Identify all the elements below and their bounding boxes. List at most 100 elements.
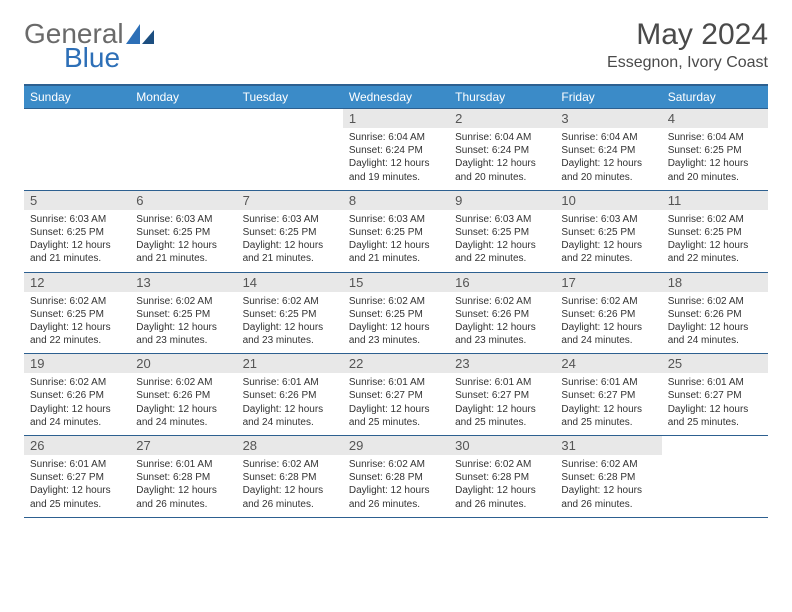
- daylight-line: Daylight: 12 hours and 25 minutes.: [349, 404, 430, 428]
- daylight-line: Daylight: 12 hours and 21 minutes.: [30, 240, 111, 264]
- sunrise-line: Sunrise: 6:03 AM: [243, 214, 319, 225]
- calendar-cell: 26Sunrise: 6:01 AMSunset: 6:27 PMDayligh…: [24, 436, 130, 518]
- sunrise-line: Sunrise: 6:02 AM: [561, 459, 637, 470]
- daylight-line: Daylight: 12 hours and 19 minutes.: [349, 158, 430, 182]
- sunset-line: Sunset: 6:24 PM: [561, 145, 635, 156]
- day-content: Sunrise: 6:02 AMSunset: 6:26 PMDaylight:…: [662, 292, 768, 354]
- sunrise-line: Sunrise: 6:02 AM: [668, 296, 744, 307]
- weekday-header: Wednesday: [343, 85, 449, 109]
- title-block: May 2024 Essegnon, Ivory Coast: [607, 18, 768, 72]
- day-content: Sunrise: 6:01 AMSunset: 6:26 PMDaylight:…: [237, 373, 343, 435]
- day-number: 18: [662, 273, 768, 292]
- calendar-cell: 14Sunrise: 6:02 AMSunset: 6:25 PMDayligh…: [237, 272, 343, 354]
- sunset-line: Sunset: 6:25 PM: [349, 227, 423, 238]
- day-content: Sunrise: 6:04 AMSunset: 6:24 PMDaylight:…: [555, 128, 661, 190]
- calendar-cell: 21Sunrise: 6:01 AMSunset: 6:26 PMDayligh…: [237, 354, 343, 436]
- sunset-line: Sunset: 6:25 PM: [136, 227, 210, 238]
- day-content: Sunrise: 6:03 AMSunset: 6:25 PMDaylight:…: [555, 210, 661, 272]
- day-number: 4: [662, 109, 768, 128]
- day-content: Sunrise: 6:02 AM Sunset: 6:28 PM Daylight:…: [237, 455, 343, 517]
- calendar-cell: 31 Sunrise: 6:02 AM Sunset: 6:28 PM Dayligh…: [555, 436, 661, 518]
- day-number: 8: [343, 191, 449, 210]
- day-content: Sunrise: 6:01 AMSunset: 6:28 PMDaylight:…: [130, 455, 236, 517]
- calendar-cell: 2Sunrise: 6:04 AMSunset: 6:24 PMDaylight…: [449, 109, 555, 191]
- calendar-cell: 23Sunrise: 6:01 AMSunset: 6:27 PMDayligh…: [449, 354, 555, 436]
- calendar-cell: 1Sunrise: 6:04 AMSunset: 6:24 PMDaylight…: [343, 109, 449, 191]
- calendar-cell: 10Sunrise: 6:03 AMSunset: 6:25 PMDayligh…: [555, 190, 661, 272]
- calendar-cell: 7Sunrise: 6:03 AMSunset: 6:25 PMDaylight…: [237, 190, 343, 272]
- weekday-header: Thursday: [449, 85, 555, 109]
- day-content: Sunrise: 6:02 AMSunset: 6:26 PMDaylight:…: [130, 373, 236, 435]
- daylight-line: Daylight: 12 hours and 25 minutes.: [561, 404, 642, 428]
- sunrise-line: Sunrise: 6:02 AM: [349, 296, 425, 307]
- calendar-cell: 12Sunrise: 6:02 AMSunset: 6:25 PMDayligh…: [24, 272, 130, 354]
- daylight-line: Daylight: 12 hours and 22 minutes.: [561, 240, 642, 264]
- day-content: Sunrise: 6:01 AMSunset: 6:27 PMDaylight:…: [662, 373, 768, 435]
- day-number: 31: [555, 436, 661, 455]
- day-number: 16: [449, 273, 555, 292]
- sunset-line: Sunset: 6:28 PM: [561, 472, 635, 483]
- sunset-line: Sunset: 6:27 PM: [349, 390, 423, 401]
- day-number: 11: [662, 191, 768, 210]
- daylight-line: Daylight: 12 hours and 26 minutes.: [561, 485, 642, 509]
- daylight-line: Daylight: 12 hours and 23 minutes.: [136, 322, 217, 346]
- sunrise-line: Sunrise: 6:01 AM: [349, 377, 425, 388]
- day-content: Sunrise: 6:04 AMSunset: 6:25 PMDaylight:…: [662, 128, 768, 190]
- sunrise-line: Sunrise: 6:02 AM: [136, 296, 212, 307]
- sunset-line: Sunset: 6:25 PM: [243, 309, 317, 320]
- sunrise-line: Sunrise: 6:03 AM: [455, 214, 531, 225]
- day-content: Sunrise: 6:01 AM Sunset: 6:27 PM Daylight:…: [343, 373, 449, 435]
- day-number: 23: [449, 354, 555, 373]
- sunset-line: Sunset: 6:25 PM: [136, 309, 210, 320]
- day-number: 29: [343, 436, 449, 455]
- sunrise-line: Sunrise: 6:03 AM: [136, 214, 212, 225]
- sunset-line: Sunset: 6:26 PM: [561, 309, 635, 320]
- day-number: 5: [24, 191, 130, 210]
- sunset-line: Sunset: 6:25 PM: [668, 145, 742, 156]
- sunrise-line: Sunrise: 6:01 AM: [561, 377, 637, 388]
- sunrise-line: Sunrise: 6:03 AM: [30, 214, 106, 225]
- calendar-cell: 15Sunrise: 6:02 AMSunset: 6:25 PMDayligh…: [343, 272, 449, 354]
- sunrise-line: Sunrise: 6:02 AM: [455, 459, 531, 470]
- day-content: Sunrise: 6:02 AM Sunset: 6:26 PM Daylight:…: [555, 292, 661, 354]
- daylight-line: Daylight: 12 hours and 25 minutes.: [668, 404, 749, 428]
- calendar-cell: 13 Sunrise: 6:02 AM Sunset: 6:25 PM Dayligh…: [130, 272, 236, 354]
- sunset-line: Sunset: 6:28 PM: [243, 472, 317, 483]
- day-content: Sunrise: 6:02 AMSunset: 6:26 PMDaylight:…: [24, 373, 130, 435]
- sunrise-line: Sunrise: 6:02 AM: [668, 214, 744, 225]
- daylight-line: Daylight: 12 hours and 24 minutes.: [136, 404, 217, 428]
- calendar-cell: 20Sunrise: 6:02 AMSunset: 6:26 PMDayligh…: [130, 354, 236, 436]
- sunset-line: Sunset: 6:25 PM: [455, 227, 529, 238]
- weekday-header: Tuesday: [237, 85, 343, 109]
- day-number: 2: [449, 109, 555, 128]
- day-content: Sunrise: 6:02 AMSunset: 6:25 PMDaylight:…: [24, 292, 130, 354]
- title-location: Essegnon, Ivory Coast: [607, 54, 768, 72]
- day-content: Sunrise: 6:02 AM Sunset: 6:28 PM Daylight:…: [555, 455, 661, 517]
- title-month: May 2024: [607, 18, 768, 52]
- sunset-line: Sunset: 6:28 PM: [136, 472, 210, 483]
- sunrise-line: Sunrise: 6:02 AM: [561, 296, 637, 307]
- daylight-line: Daylight: 12 hours and 21 minutes.: [136, 240, 217, 264]
- sunrise-line: Sunrise: 6:02 AM: [243, 459, 319, 470]
- calendar-cell: 25Sunrise: 6:01 AMSunset: 6:27 PMDayligh…: [662, 354, 768, 436]
- brand-text-blue: Blue: [64, 42, 120, 73]
- calendar-cell: 9 Sunrise: 6:03 AM Sunset: 6:25 PM Daylight…: [449, 190, 555, 272]
- sunrise-line: Sunrise: 6:02 AM: [455, 296, 531, 307]
- daylight-line: Daylight: 12 hours and 26 minutes.: [455, 485, 536, 509]
- daylight-line: Daylight: 12 hours and 26 minutes.: [243, 485, 324, 509]
- sunset-line: Sunset: 6:28 PM: [349, 472, 423, 483]
- sunset-line: Sunset: 6:25 PM: [30, 227, 104, 238]
- calendar-cell-empty: [662, 436, 768, 518]
- day-number: 1: [343, 109, 449, 128]
- calendar-cell-empty: [237, 109, 343, 191]
- calendar-cell: 3Sunrise: 6:04 AMSunset: 6:24 PMDaylight…: [555, 109, 661, 191]
- calendar-cell-empty: [130, 109, 236, 191]
- daylight-line: Daylight: 12 hours and 26 minutes.: [349, 485, 430, 509]
- daylight-line: Daylight: 12 hours and 22 minutes.: [455, 240, 536, 264]
- daylight-line: Daylight: 12 hours and 24 minutes.: [561, 322, 642, 346]
- sunrise-line: Sunrise: 6:01 AM: [668, 377, 744, 388]
- sunset-line: Sunset: 6:25 PM: [668, 227, 742, 238]
- day-number: 13: [130, 273, 236, 292]
- day-number: 9: [449, 191, 555, 210]
- daylight-line: Daylight: 12 hours and 21 minutes.: [349, 240, 430, 264]
